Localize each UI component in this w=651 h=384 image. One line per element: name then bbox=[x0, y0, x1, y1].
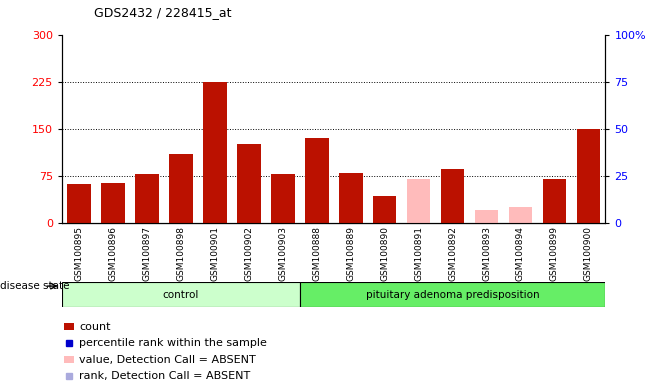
Text: GSM100900: GSM100900 bbox=[584, 226, 593, 281]
Text: GSM100893: GSM100893 bbox=[482, 226, 491, 281]
Bar bbox=[407, 179, 430, 223]
Bar bbox=[203, 82, 227, 223]
Bar bbox=[441, 169, 464, 223]
Text: GSM100899: GSM100899 bbox=[550, 226, 559, 281]
Bar bbox=[373, 196, 396, 223]
Text: GSM100901: GSM100901 bbox=[210, 226, 219, 281]
Bar bbox=[67, 184, 90, 223]
Bar bbox=[101, 183, 125, 223]
Bar bbox=[475, 210, 499, 223]
Text: GSM100892: GSM100892 bbox=[448, 226, 457, 281]
Text: GSM100890: GSM100890 bbox=[380, 226, 389, 281]
Text: GSM100894: GSM100894 bbox=[516, 226, 525, 281]
Bar bbox=[305, 138, 329, 223]
Text: count: count bbox=[79, 322, 111, 332]
Bar bbox=[237, 144, 260, 223]
Text: GSM100903: GSM100903 bbox=[278, 226, 287, 281]
Text: GSM100891: GSM100891 bbox=[414, 226, 423, 281]
Text: GSM100897: GSM100897 bbox=[143, 226, 151, 281]
Bar bbox=[542, 179, 566, 223]
Bar bbox=[135, 174, 159, 223]
Text: disease state: disease state bbox=[0, 281, 70, 291]
Bar bbox=[577, 129, 600, 223]
Bar bbox=[508, 207, 533, 223]
Bar bbox=[339, 172, 363, 223]
Bar bbox=[271, 174, 294, 223]
Text: percentile rank within the sample: percentile rank within the sample bbox=[79, 338, 267, 348]
Bar bbox=[62, 282, 299, 307]
Text: GSM100888: GSM100888 bbox=[312, 226, 321, 281]
Text: GDS2432 / 228415_at: GDS2432 / 228415_at bbox=[94, 6, 232, 19]
Text: GSM100902: GSM100902 bbox=[244, 226, 253, 281]
Text: GSM100896: GSM100896 bbox=[108, 226, 117, 281]
Text: GSM100895: GSM100895 bbox=[74, 226, 83, 281]
Text: GSM100889: GSM100889 bbox=[346, 226, 355, 281]
Text: pituitary adenoma predisposition: pituitary adenoma predisposition bbox=[366, 290, 540, 300]
Text: rank, Detection Call = ABSENT: rank, Detection Call = ABSENT bbox=[79, 371, 250, 381]
Text: GSM100898: GSM100898 bbox=[176, 226, 186, 281]
Bar bbox=[64, 356, 74, 363]
Text: control: control bbox=[163, 290, 199, 300]
Bar bbox=[64, 323, 74, 331]
Bar bbox=[299, 282, 605, 307]
Bar bbox=[169, 154, 193, 223]
Text: value, Detection Call = ABSENT: value, Detection Call = ABSENT bbox=[79, 354, 256, 364]
